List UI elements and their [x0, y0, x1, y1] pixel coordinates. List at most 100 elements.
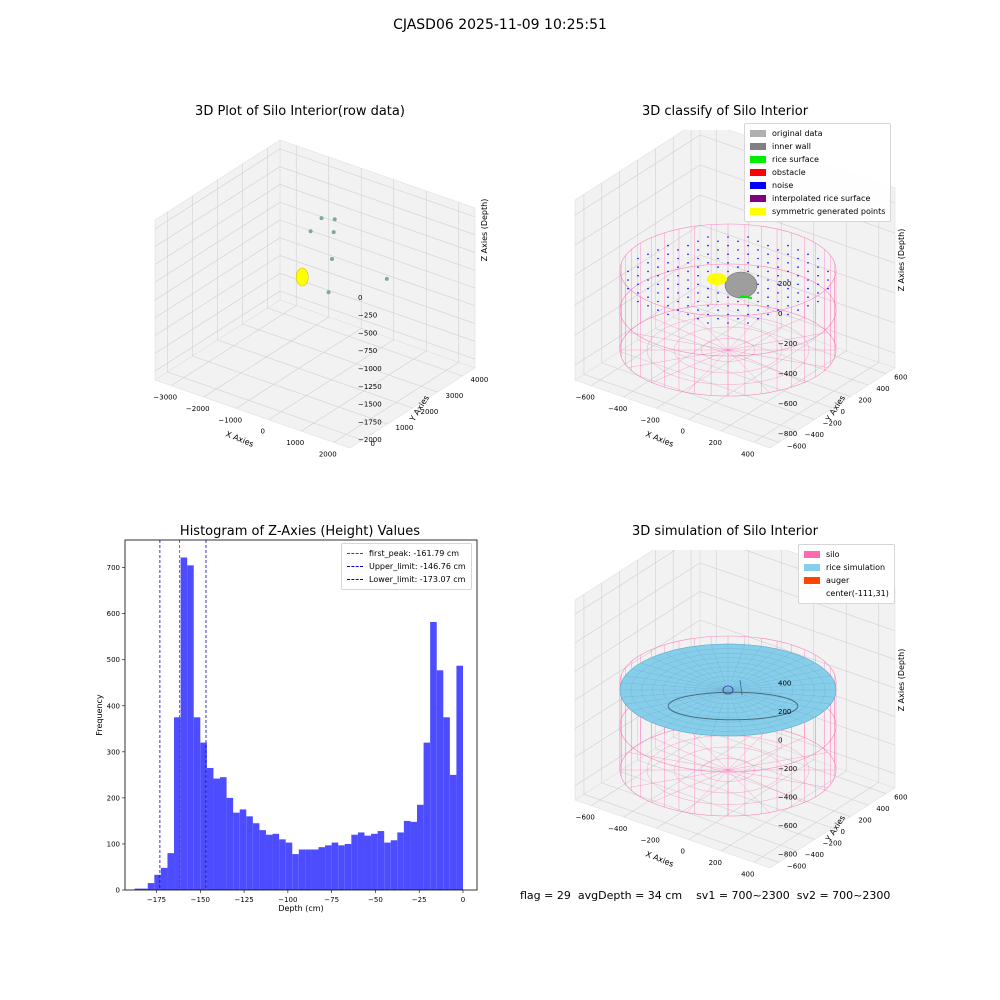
legend-center: center(-111,31): [826, 589, 889, 598]
panel2-noise-point: [707, 262, 709, 264]
panel2-noise-point: [697, 300, 699, 303]
panel2-ztick: 0: [778, 310, 782, 318]
legend-lower-limit: Lower_limit: -173.07 cm: [347, 573, 466, 586]
panel1-ytick: 2000: [421, 408, 439, 416]
histogram-bar: [285, 842, 293, 890]
panel1-3d-axes: −3000 −2000 −1000 0 1000 2000 0 1000 2000 3000 400…: [153, 139, 489, 458]
panel2-noise-point: [757, 240, 759, 243]
panel4-xtick: −200: [641, 836, 660, 844]
panel2-noise-point: [767, 305, 769, 307]
legend-original: original data: [750, 127, 885, 140]
panel2-silo-cylinder: [619, 223, 837, 397]
panel4-ztick: −200: [778, 765, 797, 773]
panel4-xlabel: X Axies: [644, 850, 675, 869]
panel2-noise-point: [697, 240, 699, 243]
panel2-noise-point: [627, 279, 629, 281]
panel1-point: [330, 256, 335, 261]
panel2-noise-point: [667, 305, 669, 307]
histogram-bar: [357, 832, 365, 890]
histogram-bar: [364, 835, 372, 890]
legend-silo: silo: [804, 548, 889, 561]
panel2-noise-point: [777, 300, 779, 303]
histogram-bar: [206, 767, 214, 890]
panel2-noise-point: [637, 300, 639, 303]
panel2-noise-point: [687, 296, 689, 298]
panel2-noise-point: [687, 253, 689, 255]
histogram-bar: [193, 717, 201, 890]
panel2-noise-point: [677, 274, 679, 277]
histogram-bar: [351, 834, 358, 890]
panel2-ztick: −400: [778, 370, 797, 378]
panel2-noise-point: [807, 270, 809, 273]
histogram-ytick-label: 200: [107, 794, 120, 802]
panel2-noise-point: [787, 253, 789, 255]
panel2-noise-point: [667, 253, 669, 255]
panel3-histogram: −175 −150 −125 −100 −75 −50 −25 0 0 100 200 300 400…: [95, 539, 478, 913]
panel2-noise-point: [697, 317, 699, 320]
panel2-legend: original data inner wall rice surface ob…: [744, 123, 892, 222]
histogram-bar: [331, 842, 339, 890]
panel2-noise-point: [747, 236, 749, 238]
panel1-ytick: 0: [371, 440, 375, 448]
panel2-ztick: −600: [778, 400, 797, 408]
panel2-noise-point: [727, 270, 729, 273]
panel2-noise-point: [797, 274, 799, 277]
panel2-noise-point: [747, 270, 749, 273]
panel2-ztick: 200: [778, 280, 791, 288]
histogram-bar: [220, 777, 227, 890]
panel2-noise-point: [697, 274, 699, 277]
panel2-noise-point: [667, 287, 669, 290]
panel2-noise-point: [707, 305, 709, 307]
legend-symmetric: symmetric generated points: [750, 205, 885, 218]
panel2-noise-point: [687, 279, 689, 281]
panel2-noise-point: [797, 283, 799, 286]
panel2-noise-point: [697, 283, 699, 286]
panel1-grid: [154, 139, 476, 449]
histogram-bar: [344, 843, 352, 890]
panel4-center-marker: [722, 685, 734, 695]
panel4-ytick: 600: [894, 794, 907, 802]
panel4-xtick: −600: [576, 814, 595, 822]
panel2-ytick: −200: [823, 419, 842, 427]
panel2-noise-point: [777, 249, 779, 251]
panel2-xtick: 200: [709, 439, 722, 447]
panel2-ztick: −200: [778, 340, 797, 348]
panel4-ztick: −400: [778, 794, 797, 802]
panel2-noise-point: [657, 266, 659, 268]
panel2-noise-point: [657, 257, 659, 260]
panel2-noise-point: [807, 296, 809, 298]
panel2-noise-point: [747, 244, 749, 247]
panel2-noise-point: [757, 249, 759, 251]
histogram-bar: [390, 840, 398, 890]
panel1-xtick: 0: [261, 428, 265, 436]
panel2-noise-point: [627, 270, 629, 273]
histogram-bar: [167, 853, 175, 890]
histogram-xticks: −175 −150 −125 −100 −75 −50 −25 0: [147, 890, 465, 904]
panel2-noise-point: [677, 266, 679, 268]
panel2-noise-point: [817, 257, 819, 260]
histogram-bar: [298, 849, 306, 890]
histogram-bar: [338, 845, 345, 890]
panel1-point: [331, 230, 336, 235]
panel2-noise-point: [797, 249, 799, 251]
histogram-bar: [174, 717, 181, 890]
histogram-bar: [279, 839, 286, 890]
panel1-ztick: −1500: [358, 401, 382, 409]
panel2-noise-point: [707, 287, 709, 290]
histogram-bar: [305, 849, 312, 890]
histogram-xtick-label: −75: [324, 896, 339, 904]
panel2-noise-point: [697, 292, 699, 294]
panel2-noise-point: [787, 279, 789, 281]
panel2-noise-point: [787, 287, 789, 290]
panel2-noise-point: [777, 283, 779, 286]
histogram-yticks: 0 100 200 300 400 500 600 700: [107, 564, 125, 895]
panel2-noise-point: [827, 279, 829, 281]
panel2-noise-point: [677, 257, 679, 260]
histogram-ytick-label: 400: [107, 702, 120, 710]
histogram-bar: [410, 821, 418, 890]
panel2-noise-point: [727, 236, 729, 238]
panel2-noise-point: [697, 266, 699, 268]
panel2-noise-point: [707, 236, 709, 238]
panel2-noise-point: [717, 257, 719, 260]
panel2-noise-point: [737, 300, 739, 303]
